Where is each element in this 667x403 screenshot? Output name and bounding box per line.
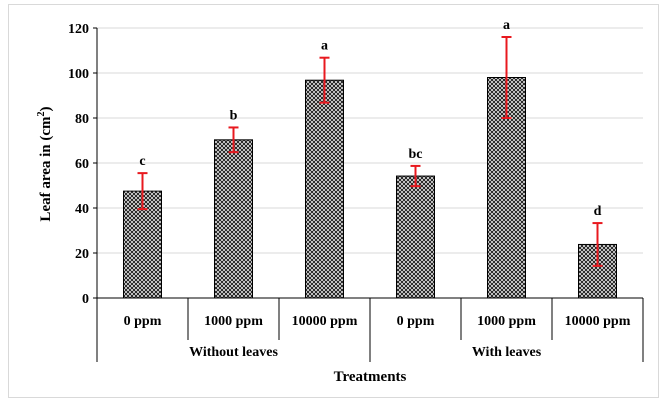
significance-letter: a xyxy=(321,39,328,54)
x-tick-label: 1000 ppm xyxy=(204,314,263,329)
error-bar xyxy=(319,56,330,104)
x-axis: 0 ppm 1000 ppm 10000 ppm 0 ppm 1000 ppm 10000… xyxy=(96,297,644,362)
y-tick-label: 100 xyxy=(68,67,89,82)
significance-letter: c xyxy=(139,154,145,169)
x-axis-label: Treatments xyxy=(334,369,407,385)
y-tick-label: 0 xyxy=(82,292,89,307)
gridlines xyxy=(97,27,643,254)
error-bar xyxy=(501,36,512,119)
bar xyxy=(214,139,253,299)
y-tick-label: 120 xyxy=(68,22,89,37)
bar xyxy=(396,175,435,299)
x-tick-label: 10000 ppm xyxy=(292,314,358,329)
x-tick-label: 0 ppm xyxy=(124,314,162,329)
error-bar xyxy=(410,164,421,188)
significance-letter: b xyxy=(230,108,238,123)
x-tick-label: 1000 ppm xyxy=(477,314,536,329)
x-tick-label: 10000 ppm xyxy=(565,314,631,329)
significance-letter: d xyxy=(594,204,602,219)
error-bar xyxy=(228,126,239,154)
y-tick-label: 40 xyxy=(75,202,89,217)
error-bar xyxy=(592,222,603,267)
error-bar xyxy=(137,172,148,211)
y-tick-label: 80 xyxy=(75,112,89,127)
group-label: With leaves xyxy=(472,345,542,360)
bars xyxy=(123,77,617,299)
y-axis: 0 20 40 60 80 100 120 xyxy=(68,22,98,307)
x-tick-label: 0 ppm xyxy=(397,314,435,329)
significance-letter: a xyxy=(503,18,510,33)
significance-letter: bc xyxy=(409,147,423,162)
significance-letters: c b a bc a d xyxy=(139,18,601,219)
group-label: Without leaves xyxy=(189,345,278,360)
bar xyxy=(305,79,344,299)
y-tick-label: 60 xyxy=(75,157,89,172)
error-bars xyxy=(137,36,603,267)
y-axis-label: Leaf area in (cm2) xyxy=(36,106,54,221)
y-tick-label: 20 xyxy=(75,247,89,262)
